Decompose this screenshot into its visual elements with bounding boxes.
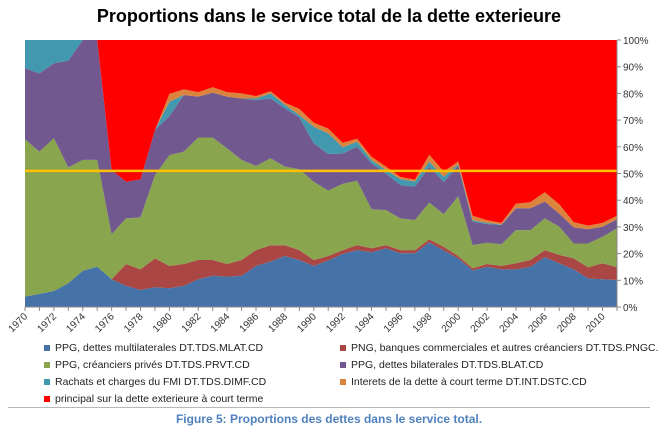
y-tick-label: 60%	[623, 143, 643, 154]
x-tick-label: 2000	[440, 311, 464, 335]
x-tick-label: 1978	[122, 311, 146, 335]
area-series-3	[25, 137, 617, 297]
legend-item-principal: principal sur la dette exterieure à cour…	[44, 393, 263, 405]
x-tick-label: 1980	[151, 311, 175, 335]
legend-swatch	[340, 379, 346, 385]
legend-item-bilateral: PPG, dettes bilaterales DT.TDS.BLAT.CD	[340, 359, 543, 371]
x-tick-label: 2008	[555, 311, 579, 335]
area-series-7	[25, 40, 617, 226]
legend-item-interest: Interets de la dette à court terme DT.IN…	[340, 376, 587, 388]
area-series-5	[25, 40, 617, 230]
legend-swatch	[44, 345, 50, 351]
x-tick-label: 1992	[324, 311, 348, 335]
legend-swatch	[44, 379, 50, 385]
legend-swatch	[340, 362, 346, 368]
legend-label: PPG, dettes multilaterales DT.TDS.MLAT.C…	[55, 342, 264, 354]
y-tick-label: 30%	[623, 223, 643, 234]
area-series-2	[25, 239, 617, 297]
x-tick-label: 1986	[238, 311, 262, 335]
y-tick-label: 70%	[623, 116, 643, 127]
x-tick-label: 2002	[469, 311, 493, 335]
x-tick-label: 2004	[498, 311, 522, 335]
y-tick-label: 10%	[623, 276, 643, 287]
legend-label: PNG, banques commerciales et autres créa…	[351, 342, 658, 354]
x-tick-label: 1990	[295, 311, 319, 335]
x-tick-label: 1984	[209, 311, 233, 335]
x-tick-label: 1970	[7, 311, 31, 335]
x-tick-label: 2006	[526, 311, 550, 335]
x-tick-label: 1974	[64, 311, 88, 335]
x-tick-label: 1994	[353, 311, 377, 335]
y-tick-label: 40%	[623, 196, 643, 207]
legend-item-private: PPG, créanciers privés DT.TDS.PRVT.CD	[44, 359, 250, 371]
x-tick-label: 1972	[35, 311, 59, 335]
y-tick-label: 80%	[623, 89, 643, 100]
area-series-6	[25, 40, 617, 230]
legend-swatch	[44, 362, 50, 368]
legend-swatch	[44, 396, 50, 402]
legend-label: Interets de la dette à court terme DT.IN…	[351, 376, 587, 388]
legend-label: PPG, créanciers privés DT.TDS.PRVT.CD	[55, 359, 250, 371]
legend-swatch	[340, 345, 346, 351]
legend-label: Rachats et charges du FMI DT.TDS.DIMF.CD	[55, 376, 267, 388]
figure-caption: Figure 5: Proportions des dettes dans le…	[175, 412, 483, 426]
x-tick-label: 1982	[180, 311, 204, 335]
x-tick-label: 2010	[584, 311, 608, 335]
area-series-1	[25, 242, 617, 307]
divider	[8, 407, 650, 408]
legend-item-png: PNG, banques commerciales et autres créa…	[340, 342, 658, 354]
y-tick-label: 90%	[623, 63, 643, 74]
x-tick-label: 1998	[411, 311, 435, 335]
x-tick-label: 1976	[93, 311, 117, 335]
y-tick-label: 20%	[623, 250, 643, 261]
legend-label: PPG, dettes bilaterales DT.TDS.BLAT.CD	[351, 359, 544, 371]
chart-title: Proportions dans le service total de la …	[96, 6, 562, 26]
x-tick-label: 1988	[267, 311, 291, 335]
y-tick-label: 50%	[623, 170, 643, 181]
area-series-4	[25, 40, 617, 246]
legend-item-imf: Rachats et charges du FMI DT.TDS.DIMF.CD	[44, 376, 266, 388]
legend-label: principal sur la dette exterieure à cour…	[55, 393, 264, 405]
y-tick-label: 0%	[623, 303, 638, 314]
y-tick-label: 100%	[623, 36, 649, 47]
legend-item-multilateral: PPG, dettes multilaterales DT.TDS.MLAT.C…	[44, 342, 263, 354]
x-tick-label: 1996	[382, 311, 406, 335]
